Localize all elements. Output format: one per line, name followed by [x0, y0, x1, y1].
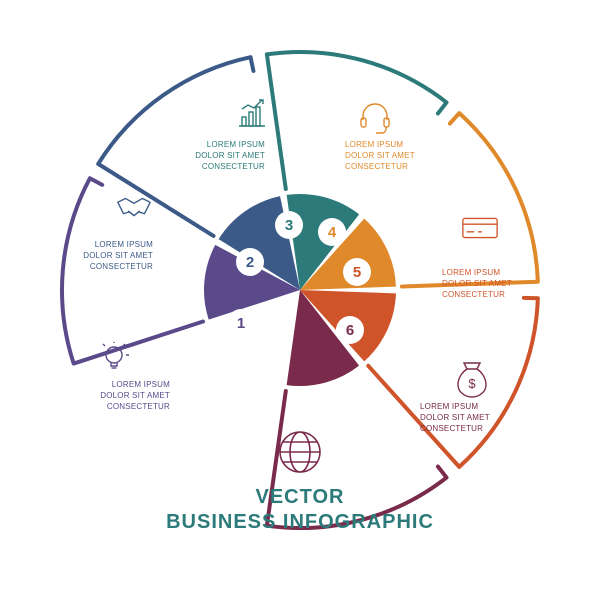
- title-line-2: BUSINESS INFOGRAPHIC: [166, 511, 434, 534]
- number-badge-6: 6: [336, 316, 364, 344]
- title-block: VECTOR BUSINESS INFOGRAPHIC: [166, 486, 434, 534]
- segment-label-5: LOREM IPSUMDOLOR SIT AMETCONSECTETUR: [442, 268, 562, 300]
- lightbulb-icon: [94, 338, 134, 378]
- segment-label-2: LOREM IPSUMDOLOR SIT AMETCONSECTETUR: [33, 240, 153, 272]
- segment-label-6: LOREM IPSUMDOLOR SIT AMETCONSECTETUR: [420, 402, 540, 434]
- svg-text:$: $: [468, 376, 476, 391]
- title-line-1: VECTOR: [166, 486, 434, 509]
- segment-label-3: LOREM IPSUMDOLOR SIT AMETCONSECTETUR: [145, 140, 265, 172]
- segment-label-1: LOREM IPSUMDOLOR SIT AMETCONSECTETUR: [50, 380, 170, 412]
- infographic-stage: 1 LOREM IPSUMDOLOR SIT AMETCONSECTETUR 2 LO…: [0, 0, 600, 600]
- number-badge-4: 4: [318, 218, 346, 246]
- globe-icon: [277, 429, 323, 475]
- number-badge-5: 5: [343, 258, 371, 286]
- creditcard-icon: [460, 208, 500, 248]
- number-badge-2: 2: [236, 248, 264, 276]
- headset-icon: [355, 97, 395, 137]
- number-badge-3: 3: [275, 211, 303, 239]
- number-badge-1: 1: [227, 309, 255, 337]
- handshake-icon: [114, 188, 154, 228]
- segment-label-4: LOREM IPSUMDOLOR SIT AMETCONSECTETUR: [345, 140, 465, 172]
- moneybag-icon: $: [452, 360, 492, 400]
- barchart-icon: [232, 93, 272, 133]
